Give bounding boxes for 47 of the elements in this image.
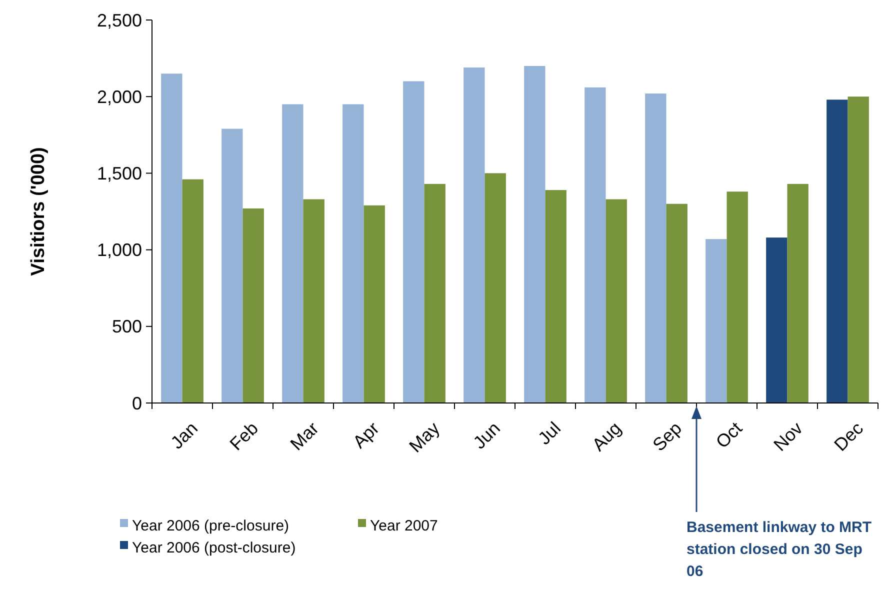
bar: [706, 239, 727, 403]
x-tick-label: Jun: [469, 418, 504, 453]
bar: [545, 190, 566, 403]
y-tick-label: 500: [112, 316, 142, 337]
x-tick-label: Dec: [830, 418, 868, 455]
legend-label: Year 2007: [370, 517, 438, 534]
bar: [787, 184, 808, 403]
x-tick-label: Nov: [770, 418, 807, 455]
text: Basement linkway to MRT station closed on 30 Sep 06: [686, 519, 872, 580]
bar: [524, 66, 546, 403]
bar: [726, 192, 748, 403]
y-tick-label: 2,000: [96, 86, 142, 107]
bar: [584, 87, 606, 403]
bar: [161, 74, 182, 403]
y-tick-label: 1,000: [96, 240, 142, 260]
x-tick-label: May: [405, 418, 444, 456]
y-tick-label: 2,500: [96, 10, 142, 30]
x-tick-label: Mar: [286, 418, 323, 454]
bar: [848, 96, 869, 403]
bar: [484, 173, 506, 403]
x-tick-label: Sep: [648, 418, 686, 455]
bar: [182, 179, 204, 403]
bar: [464, 67, 485, 403]
legend-label: Year 2006 (post-closure): [132, 539, 296, 556]
bar: [606, 199, 627, 403]
y-tick-label: 0: [132, 393, 142, 414]
bar: [766, 238, 788, 403]
x-tick-label: Aug: [588, 418, 626, 455]
y-axis-title: Visitiors ('000): [28, 147, 49, 276]
y-tick-label: 1,500: [96, 164, 142, 184]
legend-label: Year 2006 (pre-closure): [132, 517, 290, 534]
bar: [424, 184, 446, 403]
x-tick-label: Feb: [226, 418, 262, 454]
bar: [282, 104, 304, 403]
x-tick-label: Jul: [534, 418, 565, 449]
bar: [222, 128, 243, 403]
x-tick-label: Apr: [349, 418, 384, 452]
bar: [303, 199, 324, 403]
bar: [403, 81, 424, 403]
bar: [826, 100, 848, 403]
x-tick-label: Jan: [166, 418, 202, 453]
bar: [645, 94, 666, 403]
bar: [242, 208, 264, 403]
x-tick-label: Oct: [712, 418, 746, 452]
bar: [342, 104, 364, 403]
bar: [666, 204, 688, 403]
bar: [364, 205, 385, 403]
